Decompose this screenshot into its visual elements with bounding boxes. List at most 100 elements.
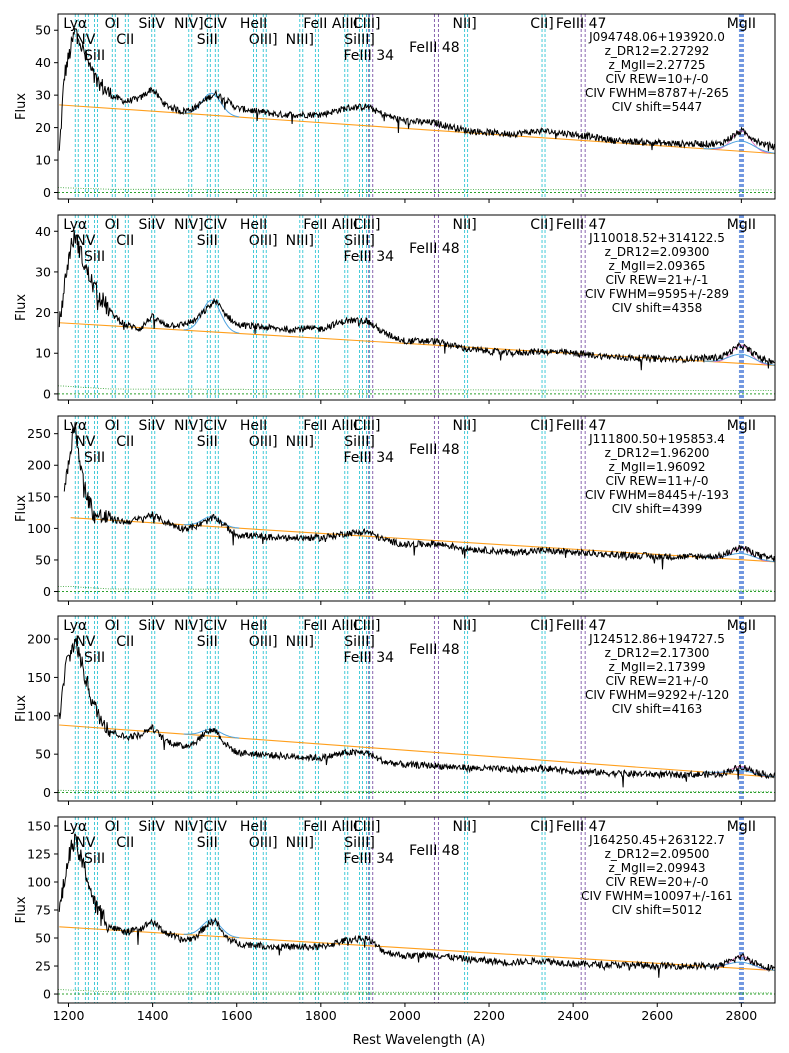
line-id-label: AlIII — [332, 418, 358, 434]
line-id-label: SiIV — [139, 16, 166, 32]
civ-model — [183, 299, 240, 334]
continuum-series — [59, 724, 775, 778]
line-id-label: SiIV — [139, 418, 166, 434]
line-id-label: FeIII 47 — [556, 418, 607, 434]
line-id-label: OIII] — [249, 835, 278, 851]
line-id-label: FeIII 48 — [409, 40, 460, 56]
y-axis-label: Flux — [14, 495, 29, 522]
line-id-label: FeII — [303, 16, 327, 32]
line-id-label: CII — [116, 634, 134, 650]
line-id-label: CIV — [204, 418, 228, 434]
y-tick-label: 125 — [27, 846, 51, 861]
line-id-label: NV — [75, 434, 95, 450]
annotation-text: CIV REW=20+/-0 — [605, 875, 708, 889]
annotation-text: CIV REW=21+/-0 — [605, 674, 708, 688]
annotation-text: CIV FWHM=8787+/-265 — [585, 86, 729, 100]
y-axis-label: Flux — [14, 93, 29, 120]
panel-5: 0 25 50 75 100 125 150 1200 1400 1600 1800 2000 2200… — [14, 816, 776, 1023]
line-id-label: SiIV — [139, 819, 166, 835]
line-id-label: CIV — [204, 819, 228, 835]
line-id-label: NIII] — [286, 32, 314, 48]
y-tick-label: 50 — [35, 552, 51, 567]
line-id-label: CII — [116, 835, 134, 851]
line-id-label: CII] — [530, 418, 554, 434]
object-name: J110018.52+314122.5 — [588, 231, 725, 245]
line-id-label: SiIV — [139, 618, 166, 634]
line-id-label: SiII — [84, 650, 105, 666]
y-tick-label: 0 — [43, 584, 51, 599]
plot-area — [58, 616, 775, 801]
line-id-label: SiIII] — [344, 434, 375, 450]
x-tick-label: 1600 — [221, 1008, 253, 1023]
axes-frame — [57, 214, 776, 401]
plot-area — [58, 14, 775, 199]
line-id-label: OIII] — [249, 634, 278, 650]
error-series — [58, 586, 773, 591]
axes-frame — [57, 615, 776, 802]
x-tick-label: 1800 — [305, 1008, 337, 1023]
y-tick-label: 30 — [35, 88, 51, 103]
line-id-label: Lyα — [63, 418, 87, 434]
line-id-label: CIII] — [353, 819, 381, 835]
annotation-text: CIV FWHM=10097+/-161 — [581, 889, 733, 903]
line-id-label: HeII — [240, 618, 267, 634]
annotation-text: CIV REW=11+/-0 — [605, 474, 708, 488]
line-id-label: OIII] — [249, 233, 278, 249]
annotation-text: CIV REW=21+/-1 — [605, 273, 708, 287]
line-id-label: MgII — [727, 217, 756, 233]
line-id-label: SiIII] — [344, 233, 375, 249]
line-id-label: NV — [75, 634, 95, 650]
line-id-label: CIII] — [353, 618, 381, 634]
y-tick-label: 250 — [27, 426, 51, 441]
object-name: J111800.50+195853.4 — [588, 432, 725, 446]
line-id-label: NII] — [453, 217, 477, 233]
line-id-label: FeIII 34 — [343, 851, 394, 867]
annotation-text: CIV shift=4358 — [612, 301, 702, 315]
line-id-label: MgII — [727, 418, 756, 434]
line-id-label: NII] — [453, 16, 477, 32]
line-id-label: FeII — [303, 217, 327, 233]
line-id-label: NIII] — [286, 434, 314, 450]
line-id-label: CIV — [204, 217, 228, 233]
line-id-label: MgII — [727, 819, 756, 835]
spectrum-series — [58, 833, 775, 978]
line-id-label: NV — [75, 32, 95, 48]
spectrum-series — [58, 230, 775, 371]
line-id-label: HeII — [240, 16, 267, 32]
mgii-model-blue — [703, 553, 775, 563]
line-id-label: CII — [116, 233, 134, 249]
annotation-text: z_DR12=2.17300 — [605, 646, 710, 660]
y-tick-label: 20 — [35, 305, 51, 320]
line-id-label: SiIII] — [344, 634, 375, 650]
y-tick-label: 200 — [27, 458, 51, 473]
line-id-label: OIII] — [249, 32, 278, 48]
plot-area — [58, 416, 775, 601]
y-tick-label: 50 — [35, 747, 51, 762]
line-id-label: CII] — [530, 16, 554, 32]
y-tick-label: 40 — [35, 224, 51, 239]
line-id-label: CII — [116, 32, 134, 48]
y-tick-label: 75 — [35, 903, 51, 918]
line-id-label: SiII — [197, 233, 218, 249]
line-id-label: Lyα — [63, 217, 87, 233]
line-id-label: NIV] — [174, 618, 204, 634]
spectrum-series — [58, 27, 775, 152]
annotation-text: CIV FWHM=9595+/-289 — [585, 287, 729, 301]
mgii-model-magenta — [713, 344, 770, 366]
line-id-label: NIV] — [174, 819, 204, 835]
axes-frame — [57, 415, 776, 602]
object-name: J124512.86+194727.5 — [588, 632, 725, 646]
line-id-label: FeII — [303, 618, 327, 634]
line-id-label: SiIV — [139, 217, 166, 233]
y-tick-label: 40 — [35, 55, 51, 70]
line-id-label: FeIII 34 — [343, 48, 394, 64]
line-id-label: MgII — [727, 16, 756, 32]
y-tick-label: 50 — [35, 23, 51, 38]
line-id-label: CIV — [204, 16, 228, 32]
line-id-label: NIV] — [174, 217, 204, 233]
y-tick-label: 0 — [43, 185, 51, 200]
annotation-text: CIV shift=5012 — [612, 903, 702, 917]
